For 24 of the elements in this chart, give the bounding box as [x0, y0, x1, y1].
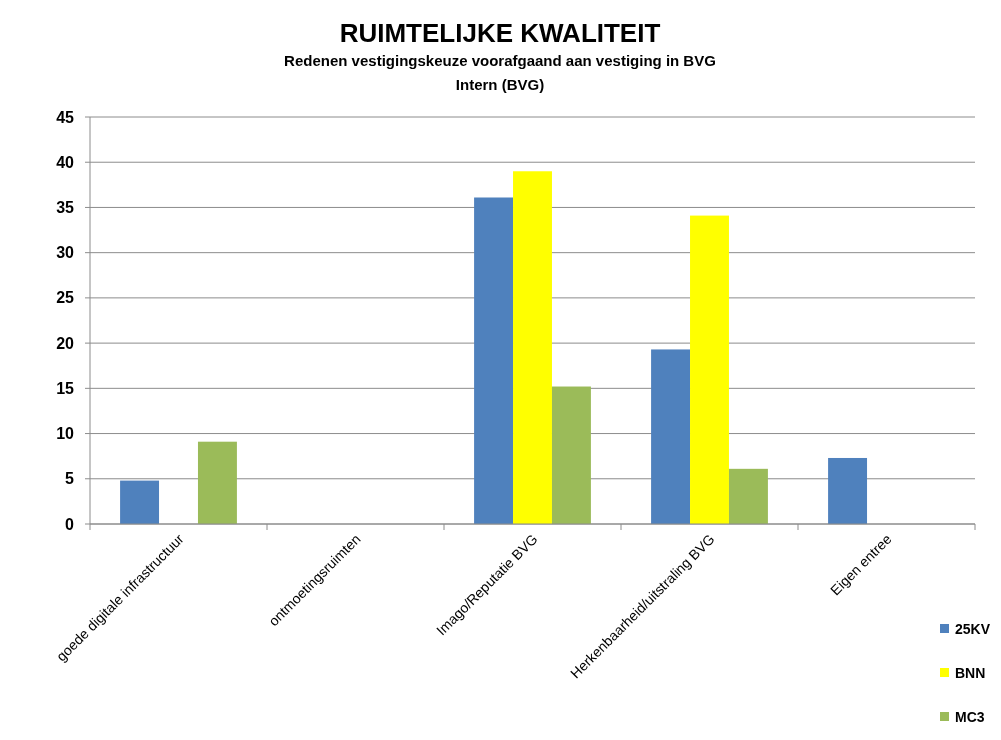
y-tick-label: 10: [56, 425, 75, 443]
bar: [474, 197, 514, 524]
legend-label: MC3: [955, 708, 985, 725]
y-tick-label: 5: [65, 470, 75, 488]
y-tick-label: 20: [56, 334, 75, 352]
y-tick-label: 15: [56, 379, 75, 397]
chart-subtitle: Redenen vestigingskeuze voorafgaand aan vestiging in BVG Intern (BVG): [284, 52, 716, 93]
legend-label: BNN: [955, 664, 986, 681]
y-tick-label: 45: [56, 108, 75, 126]
y-tick-label: 35: [56, 199, 75, 217]
bar: [120, 480, 160, 524]
y-tick-label: 0: [65, 515, 75, 533]
y-tick-label: 25: [56, 289, 75, 307]
bar: [651, 349, 691, 524]
bar: [728, 468, 768, 524]
y-tick-label: 30: [56, 244, 75, 262]
legend-label: 25KV: [955, 620, 991, 637]
y-tick-label: 40: [56, 153, 75, 171]
bar: [690, 215, 729, 524]
bar: [551, 386, 591, 524]
bar: [197, 441, 237, 524]
bar: [828, 457, 868, 524]
chart-title: RUIMTELIJKE KWALITEIT: [339, 18, 661, 48]
bar: [513, 171, 552, 524]
